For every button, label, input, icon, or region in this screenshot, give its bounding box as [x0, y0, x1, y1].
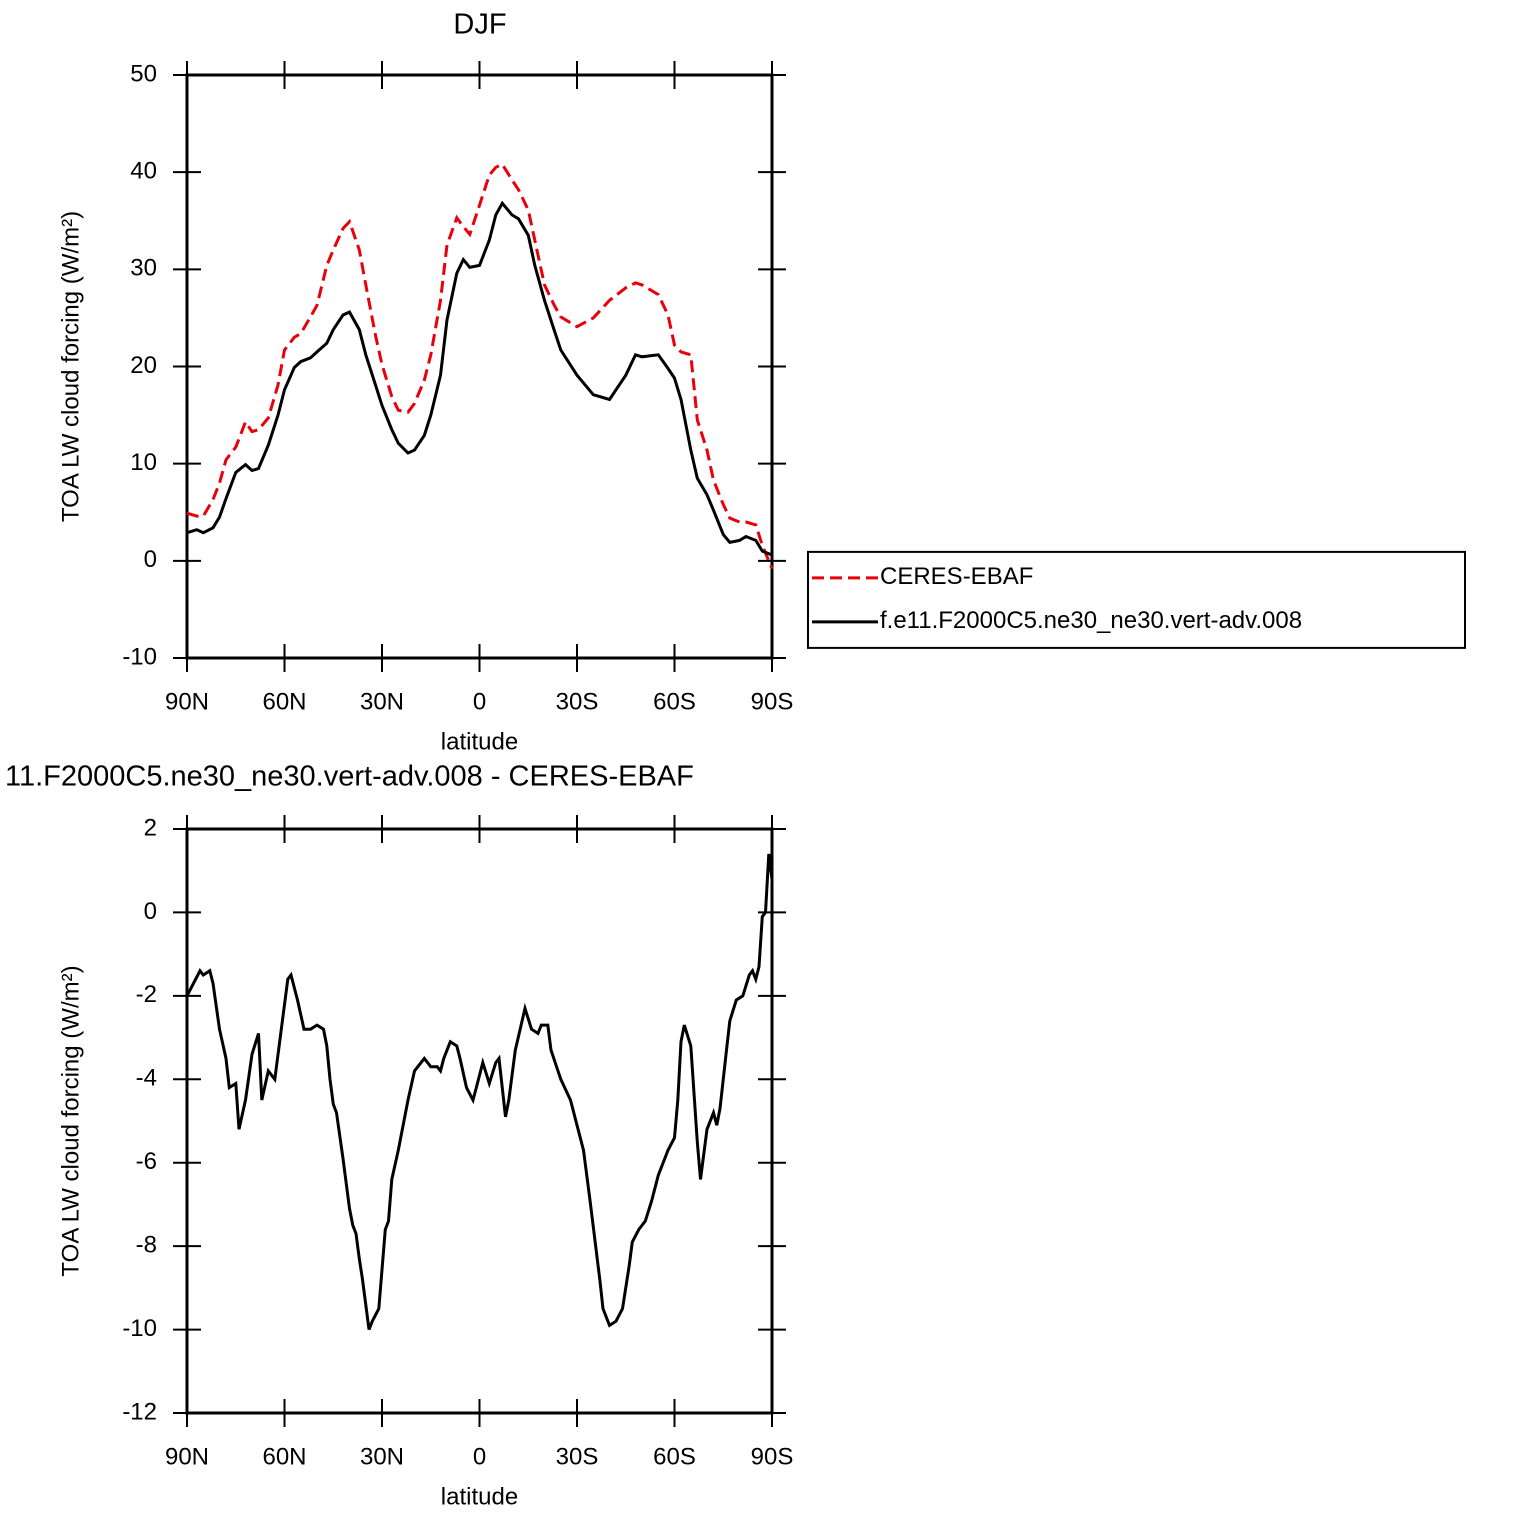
x-tick-label: 30S: [556, 688, 599, 715]
legend-box: [807, 550, 1466, 649]
y-tick-label: -2: [136, 981, 157, 1008]
x-tick-label: 30N: [360, 1443, 404, 1470]
data-line: [186, 162, 774, 570]
x-axis-label: latitude: [441, 728, 518, 755]
x-axis-label: latitude: [441, 1483, 518, 1510]
legend-label: CERES-EBAF: [880, 563, 1033, 590]
x-tick-label: 60S: [653, 1443, 696, 1470]
y-tick-label: 50: [130, 60, 157, 87]
y-tick-label: 40: [130, 158, 157, 185]
x-tick-label: 60S: [653, 688, 696, 715]
x-tick-label: 90S: [751, 688, 794, 715]
y-tick-label: 10: [130, 449, 157, 476]
x-tick-label: 30S: [556, 1443, 599, 1470]
y-axis-label: TOA LW cloud forcing (W/m²): [57, 965, 84, 1276]
y-tick-label: 30: [130, 255, 157, 282]
y-tick-label: -6: [136, 1148, 157, 1175]
plot-frame: [185, 73, 774, 660]
chart-title: DJF: [453, 9, 506, 41]
y-tick-label: -4: [136, 1065, 157, 1092]
data-line: [185, 853, 774, 1331]
x-tick-label: 60N: [262, 1443, 306, 1470]
x-tick-label: 90N: [165, 1443, 209, 1470]
y-tick-label: -8: [136, 1231, 157, 1258]
x-tick-label: 60N: [262, 688, 306, 715]
x-tick-label: 30N: [360, 688, 404, 715]
y-tick-label: 0: [144, 898, 157, 925]
x-tick-label: 0: [473, 1443, 486, 1470]
y-tick-label: -10: [122, 1315, 157, 1342]
y-tick-label: 0: [144, 546, 157, 573]
x-tick-label: 90N: [165, 688, 209, 715]
x-tick-label: 90S: [751, 1443, 794, 1470]
y-tick-label: 20: [130, 352, 157, 379]
y-tick-label: -10: [122, 643, 157, 670]
data-line: [186, 200, 773, 557]
y-axis-label: TOA LW cloud forcing (W/m²): [57, 211, 84, 522]
legend: CERES-EBAF f.e11.F2000C5.ne30_ne30.vert-a…: [807, 550, 1466, 649]
y-tick-label: 2: [144, 814, 157, 841]
plot-frame: [185, 827, 774, 1415]
legend-label: f.e11.F2000C5.ne30_ne30.vert-adv.008: [880, 607, 1302, 634]
x-tick-label: 0: [473, 688, 486, 715]
chart-title: 11.F2000C5.ne30_ne30.vert-adv.008 - CERE…: [5, 761, 694, 793]
y-tick-label: -12: [122, 1398, 157, 1425]
